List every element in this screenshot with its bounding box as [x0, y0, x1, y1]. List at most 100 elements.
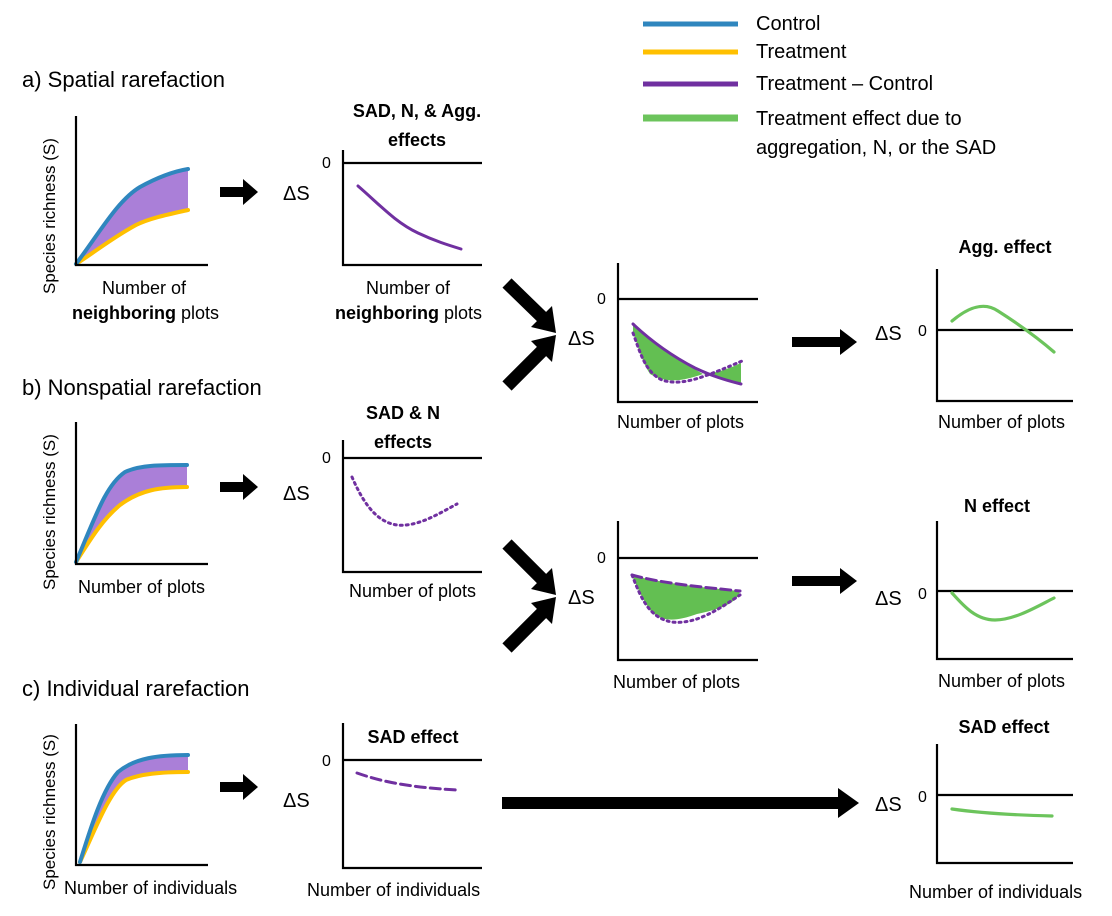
- combine-arrows-bottom: [502, 539, 556, 653]
- agg-effect-curve: [950, 304, 1056, 354]
- n-effect-axes: [935, 521, 1073, 661]
- combined-top-axes: [616, 263, 758, 404]
- row-a-rarefaction-plot: Species richness (S) Number of neighbori…: [40, 116, 219, 323]
- row-c-arrow-right: [220, 774, 258, 800]
- row-b-control-curve: [74, 463, 189, 564]
- n-effect-plot: N effect ΔS 0 Number of plots: [875, 496, 1073, 691]
- row-a-delta-xlabel-line1: Number of: [366, 278, 451, 298]
- row-b-delta-axes: [341, 440, 482, 574]
- row-c-axes: [74, 724, 208, 867]
- legend-control-label: Control: [756, 13, 820, 35]
- sad-effect-plot: SAD effect ΔS 0 Number of individuals: [875, 717, 1082, 902]
- row-a-delta-axes: [341, 150, 482, 267]
- row-a-delta-plot: SAD, N, & Agg. effects ΔS 0 Number of ne…: [283, 101, 482, 323]
- combine-arrowhead-top-from-b: [531, 335, 556, 362]
- row-a-delta-zero: 0: [322, 155, 331, 172]
- row-c-delta-zero: 0: [322, 753, 331, 770]
- legend: Control Treatment Treatment – Control Tr…: [643, 13, 996, 159]
- agg-effect-title: Agg. effect: [958, 237, 1051, 257]
- combined-bottom-xlabel: Number of plots: [613, 672, 740, 692]
- sad-effect-delta-s-label: ΔS: [875, 794, 902, 816]
- row-a-richness-gap-fill: [76, 169, 188, 264]
- sad-effect-title: SAD effect: [958, 717, 1049, 737]
- row-a-xlabel-line1: Number of: [102, 278, 187, 298]
- combined-bottom-n-curve: [630, 573, 742, 593]
- combine-arrow-bottom-from-b: [502, 539, 548, 585]
- n-effect-delta-s-label: ΔS: [875, 588, 902, 610]
- combine-arrow-top-from-b: [502, 345, 548, 391]
- row-c-xlabel: Number of individuals: [64, 878, 237, 898]
- row-a-xlabel-line2: neighboring plots: [72, 303, 219, 323]
- combined-top-zero: 0: [597, 291, 606, 308]
- row-c-delta-title: SAD effect: [367, 727, 458, 747]
- arrow-to-n-effect: [792, 568, 857, 594]
- row-c-delta-axes: [341, 723, 482, 870]
- row-a-delta-xlabel-line2: neighboring plots: [335, 303, 482, 323]
- agg-effect-axes: [935, 269, 1073, 403]
- long-arrow-head: [838, 788, 859, 818]
- row-b-delta-xlabel: Number of plots: [349, 581, 476, 601]
- combined-bottom-nonspatial-curve: [630, 573, 742, 624]
- row-b-ylabel: Species richness (S): [40, 434, 59, 590]
- legend-treatment-label: Treatment: [756, 41, 847, 63]
- legend-effect-label-line2: aggregation, N, or the SAD: [756, 137, 996, 159]
- combined-top-plot: ΔS 0 Number of plots: [568, 263, 758, 432]
- row-c-ylabel: Species richness (S): [40, 734, 59, 890]
- combine-arrows-top: [502, 278, 556, 391]
- sad-effect-axes: [935, 744, 1073, 865]
- row-b-axes: [74, 422, 208, 566]
- combine-arrowhead-bottom-from-b: [531, 568, 556, 595]
- row-b-delta-s-label: ΔS: [283, 483, 310, 505]
- row-a-delta-curve: [356, 184, 463, 251]
- row-a-axes: [74, 116, 208, 267]
- row-b-label: b) Nonspatial rarefaction: [22, 375, 262, 400]
- row-b-delta-plot: SAD & N effects ΔS 0 Number of plots: [283, 403, 482, 601]
- combined-bottom-axes: [616, 521, 758, 662]
- arrow-to-agg-effect: [792, 329, 857, 355]
- row-c-rarefaction-plot: Species richness (S) Number of individua…: [40, 724, 237, 898]
- legend-effect-label-line1: Treatment effect due to: [756, 108, 962, 130]
- agg-effect-zero: 0: [918, 323, 927, 340]
- row-a-control-curve: [74, 167, 190, 266]
- row-a-delta-title-line2: effects: [388, 130, 446, 150]
- row-b-delta-zero: 0: [322, 450, 331, 467]
- long-arrow-shaft: [502, 797, 842, 809]
- row-a-delta-title-line1: SAD, N, & Agg.: [353, 101, 481, 121]
- combine-arrow-top-from-a: [502, 278, 548, 323]
- row-a-ylabel: Species richness (S): [40, 138, 59, 294]
- row-b-treatment-curve: [74, 485, 189, 564]
- row-a-treatment-curve: [74, 208, 190, 266]
- row-c-label: c) Individual rarefaction: [22, 676, 249, 701]
- legend-difference-label: Treatment – Control: [756, 73, 933, 95]
- row-a-label: a) Spatial rarefaction: [22, 67, 225, 92]
- n-effect-curve: [950, 591, 1056, 622]
- n-effect-xlabel: Number of plots: [938, 671, 1065, 691]
- row-b-rarefaction-plot: Species richness (S) Number of plots: [40, 422, 208, 597]
- combined-top-delta-s-label: ΔS: [568, 328, 595, 350]
- row-b-richness-gap-fill: [76, 465, 187, 562]
- combined-top-nonspatial-curve: [631, 331, 744, 384]
- sad-effect-xlabel: Number of individuals: [909, 882, 1082, 902]
- row-b-xlabel: Number of plots: [78, 577, 205, 597]
- row-a-delta-s-label: ΔS: [283, 183, 310, 205]
- agg-effect-xlabel: Number of plots: [938, 412, 1065, 432]
- row-c-treatment-curve: [78, 770, 190, 864]
- row-b-delta-title-line2: effects: [374, 432, 432, 452]
- sad-effect-zero: 0: [918, 789, 927, 806]
- combined-bottom-zero: 0: [597, 550, 606, 567]
- row-c-delta-s-label: ΔS: [283, 790, 310, 812]
- row-b-delta-title-line1: SAD & N: [366, 403, 440, 423]
- row-a-arrow-right: [220, 179, 258, 205]
- combined-top-effect-fill-right: [703, 363, 741, 384]
- combine-arrowhead-top-from-a: [531, 306, 556, 333]
- combine-arrowhead-bottom-from-a: [531, 597, 556, 624]
- agg-effect-plot: Agg. effect ΔS 0 Number of plots: [875, 237, 1073, 432]
- row-b-arrow-right: [220, 474, 258, 500]
- row-c-delta-plot: SAD effect ΔS 0 Number of individuals: [283, 723, 482, 900]
- combined-bottom-plot: ΔS 0 Number of plots: [568, 521, 758, 692]
- sad-effect-curve: [950, 807, 1054, 818]
- agg-effect-delta-s-label: ΔS: [875, 323, 902, 345]
- row-c-delta-curve: [355, 771, 459, 792]
- combined-top-spatial-curve: [631, 322, 743, 386]
